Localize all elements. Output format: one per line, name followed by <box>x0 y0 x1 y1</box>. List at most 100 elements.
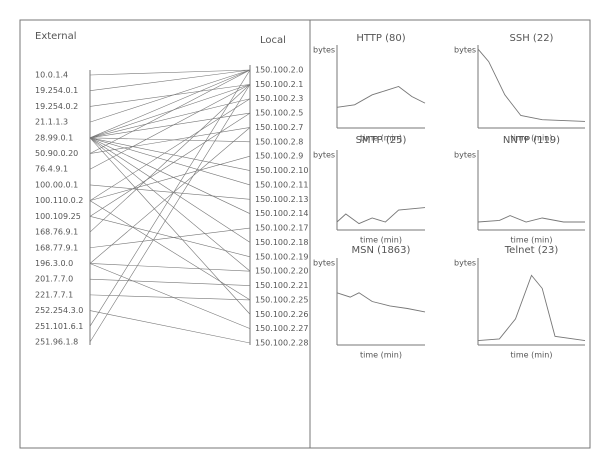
chart-title: NNTP (119) <box>503 135 560 146</box>
connection <box>89 69 251 154</box>
y-label: bytes <box>454 46 476 55</box>
external-ip: 221.7.7.1 <box>35 290 73 299</box>
external-ip: 10.0.1.4 <box>35 71 68 80</box>
local-ip: 150.100.2.1 <box>255 80 303 89</box>
connection <box>89 84 251 139</box>
local-label: Local <box>260 35 286 46</box>
connection <box>89 84 251 107</box>
external-ip: 201.7.7.0 <box>35 275 73 284</box>
external-ip: 28.99.0.1 <box>35 133 73 142</box>
local-ip: 150.100.2.8 <box>255 137 303 146</box>
external-ip: 19.254.0.1 <box>35 86 78 95</box>
external-ip: 251.96.1.8 <box>35 338 78 347</box>
connection <box>89 69 251 123</box>
connection <box>89 84 251 343</box>
local-ip: 150.100.2.26 <box>255 310 308 319</box>
connection <box>89 127 251 264</box>
x-label: time (min) <box>360 351 402 360</box>
chart-title: SSH (22) <box>510 33 554 44</box>
x-label: time (min) <box>511 134 553 143</box>
local-ip: 150.100.2.13 <box>255 195 308 204</box>
external-ip: 100.109.25 <box>35 212 81 221</box>
external-ip: 50.90.0.20 <box>35 149 78 158</box>
x-label: time (min) <box>360 134 402 143</box>
y-label: bytes <box>454 151 476 160</box>
connection <box>89 84 251 170</box>
connection <box>89 216 251 258</box>
local-ip: 150.100.2.9 <box>255 152 303 161</box>
connection <box>89 137 251 243</box>
external-ip: 168.76.9.1 <box>35 228 78 237</box>
connection <box>89 127 251 154</box>
connection <box>89 69 251 327</box>
connection <box>89 294 251 301</box>
chart-title: HTTP (80) <box>356 33 405 44</box>
sketch-curve <box>336 292 426 313</box>
chart-title: MSN (1863) <box>352 245 411 256</box>
connection <box>89 263 251 329</box>
x-label: time (min) <box>360 236 402 245</box>
external-ip: 100.00.0.1 <box>35 180 78 189</box>
connection <box>89 137 251 143</box>
connection <box>89 227 251 249</box>
local-ip: 150.100.2.17 <box>255 224 308 233</box>
connection <box>89 200 251 301</box>
connection <box>89 137 251 186</box>
local-ip: 150.100.2.25 <box>255 295 308 304</box>
connection <box>89 263 251 272</box>
connection <box>89 310 251 344</box>
connection <box>89 98 251 139</box>
external-ip: 100.110.0.2 <box>35 196 83 205</box>
connection <box>89 155 251 201</box>
external-ip: 196.3.0.0 <box>35 259 73 268</box>
connection <box>89 69 251 76</box>
external-ip: 19.254.0.2 <box>35 102 78 111</box>
local-ip: 150.100.2.28 <box>255 339 308 348</box>
local-ip: 150.100.2.10 <box>255 166 308 175</box>
y-label: bytes <box>313 46 335 55</box>
connection <box>89 112 251 139</box>
chart-title: SMTP (25) <box>356 135 407 146</box>
sketch-curve <box>477 215 585 223</box>
connection <box>89 184 251 200</box>
external-ip: 76.4.9.1 <box>35 165 68 174</box>
chart-title: Telnet (23) <box>504 245 559 256</box>
local-ip: 150.100.2.27 <box>255 324 308 333</box>
connection <box>89 98 251 201</box>
connection <box>89 112 251 217</box>
external-label: External <box>35 31 77 42</box>
sketch-curve <box>477 48 586 122</box>
sketch-curve <box>336 86 426 108</box>
connection <box>89 137 251 214</box>
local-ip: 150.100.2.19 <box>255 252 308 261</box>
connection <box>89 137 251 315</box>
y-label: bytes <box>454 259 476 268</box>
local-ip: 150.100.2.11 <box>255 180 308 189</box>
local-ip: 150.100.2.20 <box>255 267 308 276</box>
local-ip: 150.100.2.5 <box>255 109 303 118</box>
connection <box>89 278 251 286</box>
external-ip: 168.77.9.1 <box>35 243 78 252</box>
connection <box>89 137 251 272</box>
x-label: time (min) <box>511 236 553 245</box>
connection <box>89 69 251 139</box>
connection <box>89 84 251 233</box>
local-ip: 150.100.2.7 <box>255 123 303 132</box>
sketch-curve <box>336 207 426 225</box>
local-ip: 150.100.2.14 <box>255 209 308 218</box>
y-label: bytes <box>313 259 335 268</box>
y-label: bytes <box>313 151 335 160</box>
sketch-curve <box>477 274 586 342</box>
local-ip: 150.100.2.0 <box>255 66 303 75</box>
external-ip: 252.254.3.0 <box>35 306 83 315</box>
local-ip: 150.100.2.21 <box>255 281 308 290</box>
external-ip: 251.101.6.1 <box>35 322 83 331</box>
x-label: time (min) <box>511 351 553 360</box>
local-ip: 150.100.2.18 <box>255 238 308 247</box>
local-ip: 150.100.2.3 <box>255 94 303 103</box>
frame <box>19 19 591 449</box>
connection <box>89 137 251 171</box>
external-ip: 21.1.1.3 <box>35 118 68 127</box>
connection <box>89 69 251 92</box>
